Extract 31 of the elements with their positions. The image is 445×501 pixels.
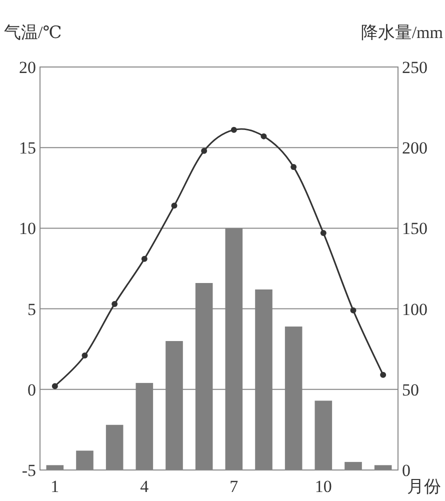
y-tick-label: 20 (19, 58, 36, 77)
y2-tick-label: 150 (402, 219, 428, 238)
y2-tick-label: 0 (402, 461, 410, 480)
point (82, 352, 88, 359)
point (320, 230, 326, 236)
y-tick-label: 15 (19, 138, 36, 158)
point (112, 300, 118, 307)
point (171, 202, 178, 209)
point (380, 372, 386, 378)
x-tick-label: 4 (140, 477, 150, 496)
y2-tick-label: 100 (402, 300, 428, 319)
point (141, 256, 148, 262)
x-tick-label: 1 (50, 477, 60, 496)
point (52, 383, 58, 390)
point (260, 133, 267, 140)
point (350, 307, 356, 314)
y-tick-label: 5 (28, 300, 36, 319)
x-tick-label: 7 (230, 477, 239, 496)
point (290, 164, 297, 170)
point (230, 126, 237, 133)
x-axis-title: 月份 (407, 477, 441, 496)
x-tick-label: 10 (314, 477, 332, 496)
y-tick-label: -5 (22, 461, 36, 480)
y2-tick-label: 250 (402, 58, 428, 77)
y2-tick-label: 200 (402, 138, 428, 158)
y2-tick-label: 50 (402, 380, 419, 400)
y-tick-label: 10 (19, 219, 36, 238)
y2-axis-title: 降水量/mm (360, 23, 443, 42)
y-axis-title: 气温/℃ (4, 23, 62, 42)
point (201, 148, 208, 154)
y-tick-label: 0 (28, 380, 36, 400)
